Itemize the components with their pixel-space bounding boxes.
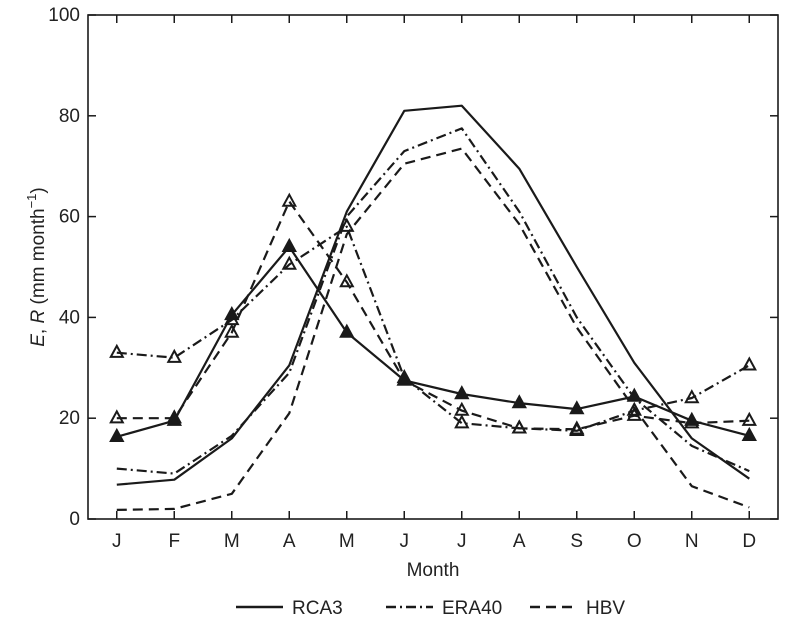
- triangle-marker-era40-r: [109, 343, 125, 358]
- triangle-marker-era40-r: [396, 369, 412, 384]
- y-tick-label: 40: [59, 307, 80, 328]
- y-axis-title-unit-close: ): [28, 187, 49, 193]
- x-tick-label: S: [570, 531, 583, 552]
- series-line-hbv-e: [116, 147, 750, 511]
- triangle-marker-rca3-r: [454, 385, 470, 400]
- triangle-marker-hbv-r: [684, 414, 700, 429]
- triangle-marker-era40-r: [454, 414, 470, 429]
- triangle-marker-era40-r: [281, 255, 297, 270]
- x-tick-label: M: [224, 531, 240, 552]
- y-axis-title-var-e: E: [28, 334, 49, 347]
- y-tick-label: 100: [48, 5, 80, 26]
- triangle-marker-hbv-r: [454, 401, 470, 416]
- triangle-marker-rca3-r: [569, 400, 585, 415]
- x-tick-label: N: [685, 531, 699, 552]
- series-line-rca3-e: [116, 104, 750, 486]
- triangle-marker-rca3-r: [281, 237, 297, 252]
- triangle-marker-rca3-r: [339, 323, 355, 338]
- legend: RCA3 ERA40 HBV: [236, 598, 625, 619]
- x-tick-label: M: [339, 531, 355, 552]
- triangle-marker-rca3-r: [626, 387, 642, 402]
- series-layer: [116, 104, 750, 511]
- triangle-marker-hbv-r: [224, 323, 240, 338]
- marker-layer: [109, 192, 757, 442]
- x-tick-label: D: [742, 531, 756, 552]
- x-tick-label: O: [627, 531, 642, 552]
- x-tick-label: J: [112, 531, 122, 552]
- triangle-marker-hbv-r: [166, 409, 182, 424]
- triangle-marker-rca3-r: [511, 394, 527, 409]
- y-tick-label: 80: [59, 106, 80, 127]
- y-tick-label: 20: [59, 408, 80, 429]
- y-axis-title-unit-exponent: −1: [24, 194, 39, 209]
- y-axis-title-unit: (mm month: [28, 208, 49, 309]
- series-line-era40-r: [116, 225, 750, 432]
- triangle-marker-rca3-r: [109, 427, 125, 442]
- series-line-rca3-r: [116, 245, 750, 438]
- legend-label-era40: ERA40: [442, 598, 502, 619]
- triangle-marker-era40-r: [684, 389, 700, 404]
- triangle-marker-hbv-r: [569, 420, 585, 435]
- plot-frame: [87, 14, 779, 520]
- legend-label-rca3: RCA3: [292, 598, 343, 619]
- triangle-marker-hbv-r: [511, 419, 527, 434]
- triangle-marker-hbv-r: [109, 409, 125, 424]
- triangle-marker-era40-r: [741, 356, 757, 371]
- y-axis-title-sep: ,: [28, 324, 49, 335]
- y-axis-title-var-r: R: [28, 310, 49, 324]
- y-tick-label: 0: [69, 509, 80, 530]
- x-tick-label: J: [400, 531, 410, 552]
- triangle-marker-hbv-r: [339, 273, 355, 288]
- x-tick-label: A: [283, 531, 296, 552]
- x-tick-label: F: [168, 531, 180, 552]
- x-tick-label: J: [457, 531, 467, 552]
- triangle-marker-era40-r: [339, 217, 355, 232]
- y-axis-title: E, R (mm month−1): [24, 187, 49, 347]
- y-axis: 0 20 40 60 80 100: [48, 5, 778, 530]
- legend-label-hbv: HBV: [586, 598, 625, 619]
- x-tick-label: A: [513, 531, 526, 552]
- triangle-marker-hbv-r: [396, 371, 412, 386]
- triangle-marker-hbv-r: [281, 192, 297, 207]
- series-line-hbv-r: [116, 200, 750, 431]
- y-tick-label: 60: [59, 207, 80, 228]
- triangle-marker-era40-r: [166, 348, 182, 363]
- x-axis-title: Month: [407, 560, 460, 581]
- triangle-marker-era40-r: [626, 401, 642, 416]
- triangle-marker-hbv-r: [626, 406, 642, 421]
- triangle-marker-hbv-r: [741, 411, 757, 426]
- triangle-marker-rca3-r: [741, 426, 757, 441]
- series-line-era40-e: [116, 127, 750, 475]
